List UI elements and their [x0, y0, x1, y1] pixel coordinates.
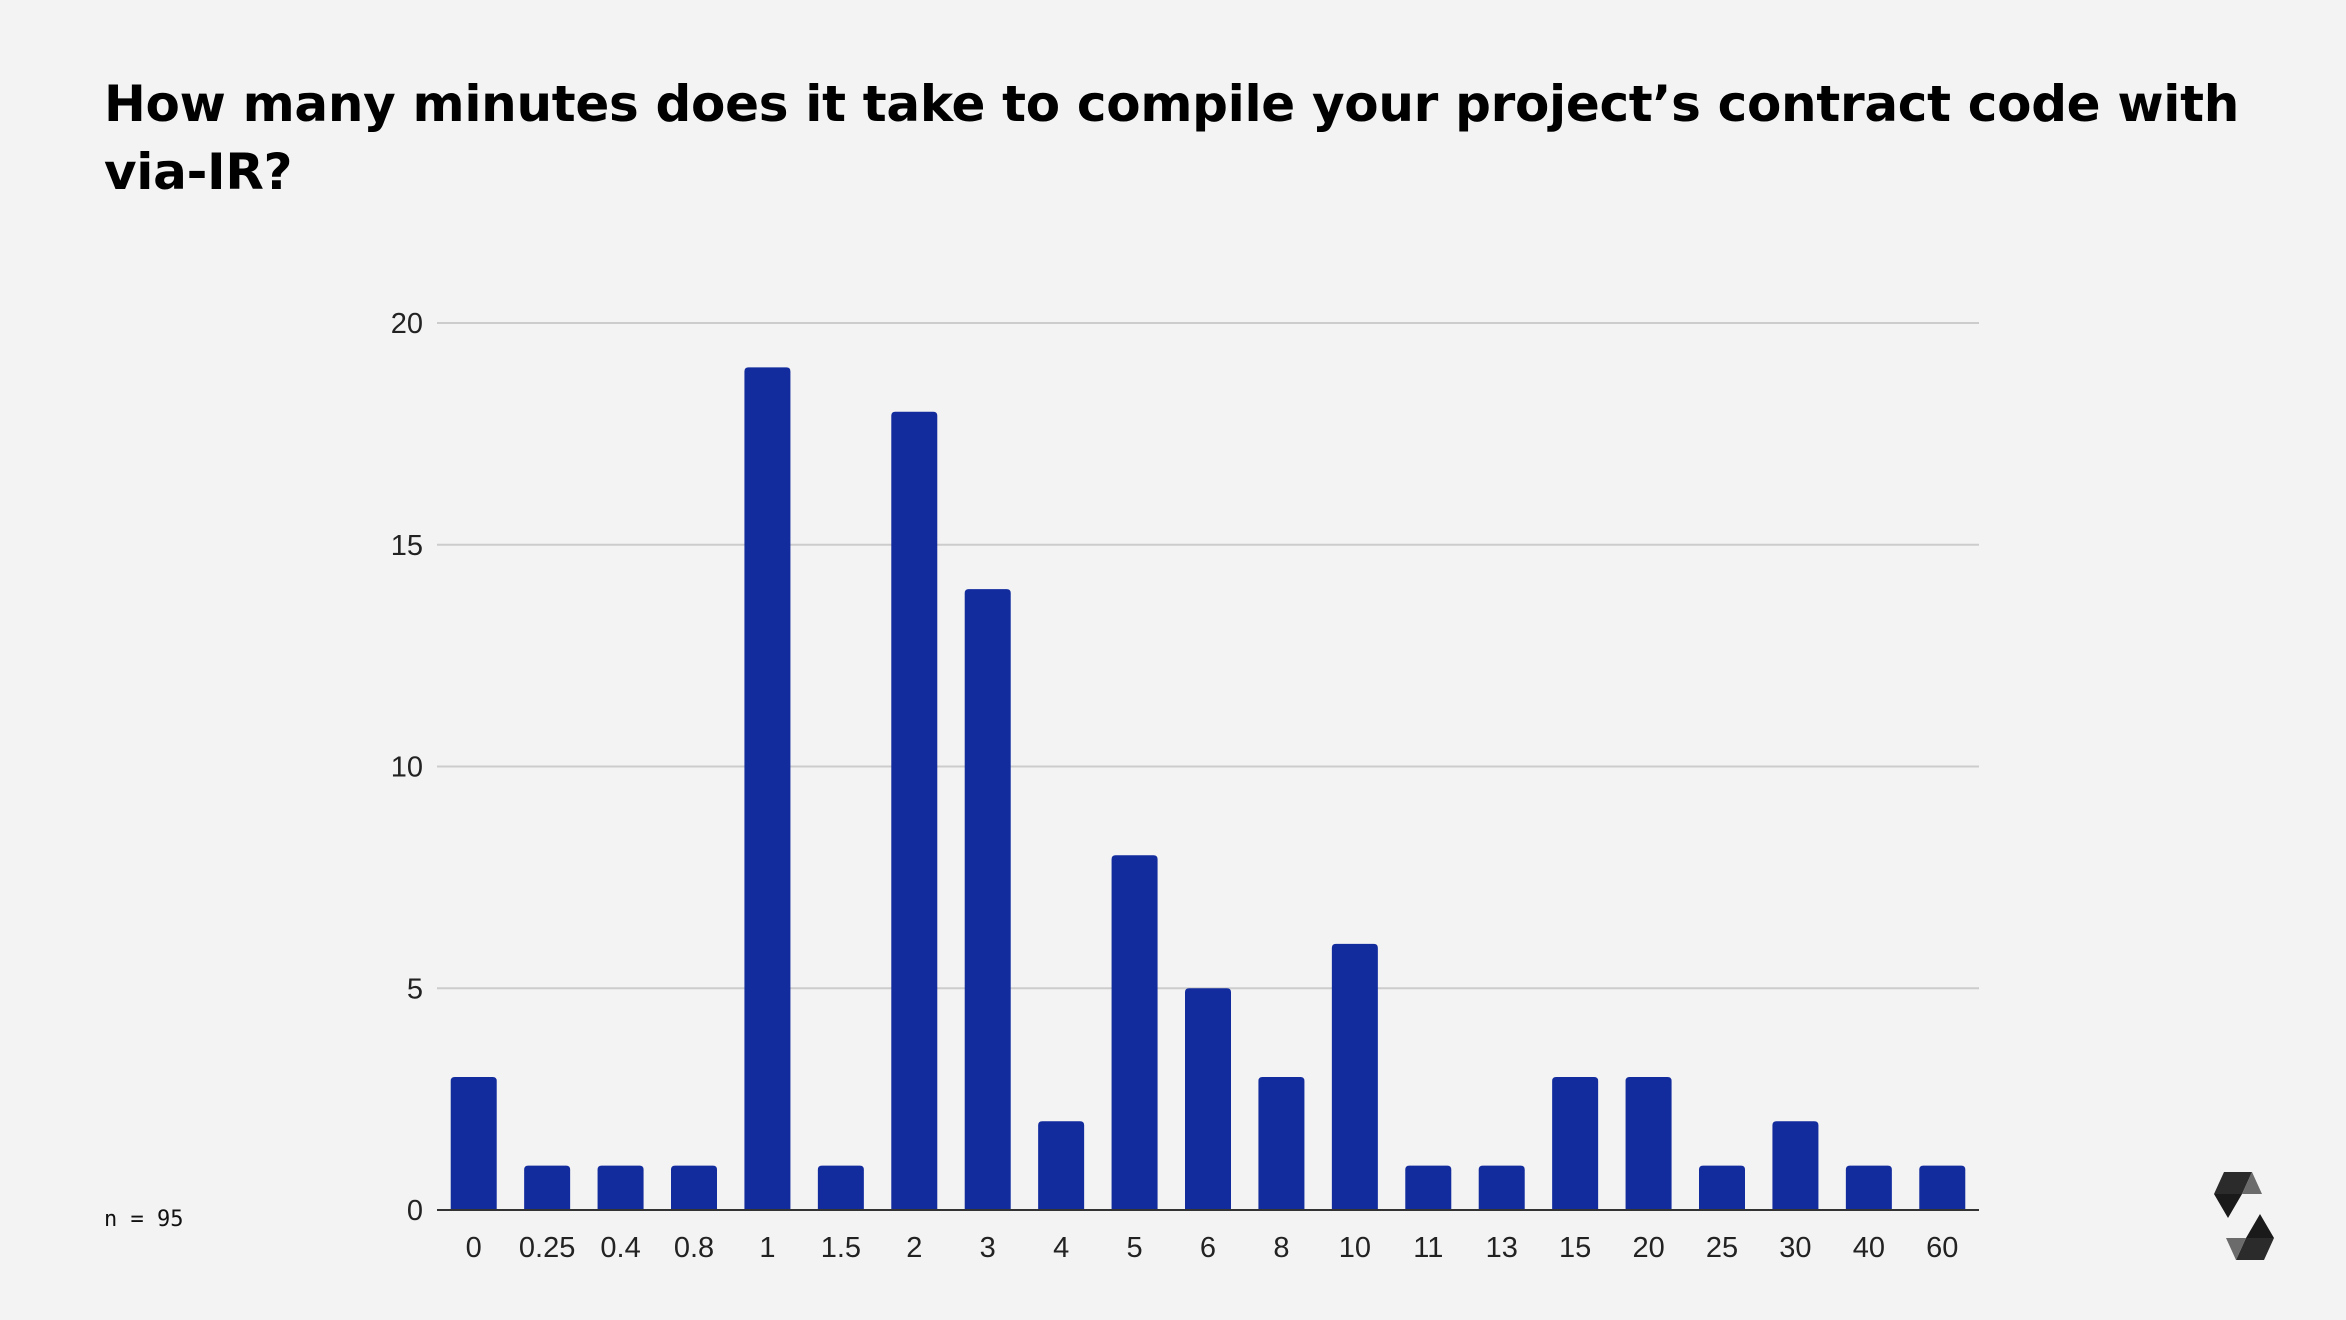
y-tick-label: 15 [391, 530, 423, 562]
x-tick-label: 8 [1273, 1232, 1289, 1264]
x-tick-label: 11 [1413, 1232, 1443, 1264]
bar-2 [891, 411, 938, 1210]
y-tick-label: 10 [391, 752, 423, 784]
bar-40 [1845, 1165, 1892, 1210]
x-tick-label: 0.4 [600, 1232, 640, 1264]
bar-0.8 [671, 1165, 717, 1210]
bar-0 [450, 1076, 497, 1210]
x-tick-label: 30 [1779, 1232, 1811, 1264]
bar-60 [1919, 1165, 1966, 1210]
solidity-logo [2214, 1172, 2274, 1260]
x-tick-label: 25 [1706, 1232, 1738, 1264]
bar-0.4 [597, 1165, 644, 1210]
bar-10 [1331, 943, 1378, 1210]
bar-4 [1038, 1121, 1085, 1210]
x-tick-label: 1 [759, 1232, 775, 1264]
bar-20 [1625, 1076, 1672, 1210]
bar-30 [1772, 1121, 1819, 1210]
y-tick-label: 20 [391, 308, 423, 340]
y-tick-label: 0 [407, 1195, 423, 1227]
x-tick-label: 15 [1559, 1232, 1591, 1264]
bar-15 [1552, 1076, 1599, 1210]
x-tick-label: 5 [1127, 1232, 1143, 1264]
x-tick-label: 1.5 [821, 1232, 861, 1264]
x-tick-label: 60 [1926, 1232, 1958, 1264]
y-axis-ticks: 0 5 10 15 20 [391, 308, 423, 1227]
x-axis-ticks: 0 0.25 0.4 0.8 1 1.5 2 3 4 5 6 8 10 11 13 15 20 25 30 40 60 [466, 1232, 1959, 1264]
sample-size-note: n = 95 [104, 1207, 184, 1232]
bar-13 [1478, 1165, 1525, 1210]
bar-11 [1405, 1165, 1452, 1210]
x-tick-label: 2 [906, 1232, 922, 1264]
x-tick-label: 10 [1339, 1232, 1371, 1264]
x-tick-label: 3 [980, 1232, 996, 1264]
chart-title: How many minutes does it take to compile… [104, 75, 2240, 201]
x-tick-label: 4 [1053, 1232, 1069, 1264]
bar-3 [964, 589, 1011, 1210]
bars [450, 367, 1966, 1211]
bar-25 [1699, 1165, 1745, 1210]
x-tick-label: 20 [1632, 1232, 1664, 1264]
bar-8 [1258, 1076, 1305, 1210]
x-tick-label: 40 [1853, 1232, 1885, 1264]
x-tick-label: 0.8 [674, 1232, 714, 1264]
bar-5 [1111, 855, 1158, 1210]
bar-0.25 [524, 1165, 571, 1210]
gridlines [437, 322, 1979, 990]
bar-1.5 [817, 1165, 864, 1210]
bar-1 [744, 367, 791, 1211]
x-tick-label: 6 [1200, 1232, 1216, 1264]
x-tick-label: 13 [1486, 1232, 1518, 1264]
bar-6 [1185, 988, 1231, 1210]
y-tick-label: 5 [407, 973, 423, 1005]
x-tick-label: 0.25 [519, 1232, 575, 1264]
x-tick-label: 0 [466, 1232, 482, 1264]
